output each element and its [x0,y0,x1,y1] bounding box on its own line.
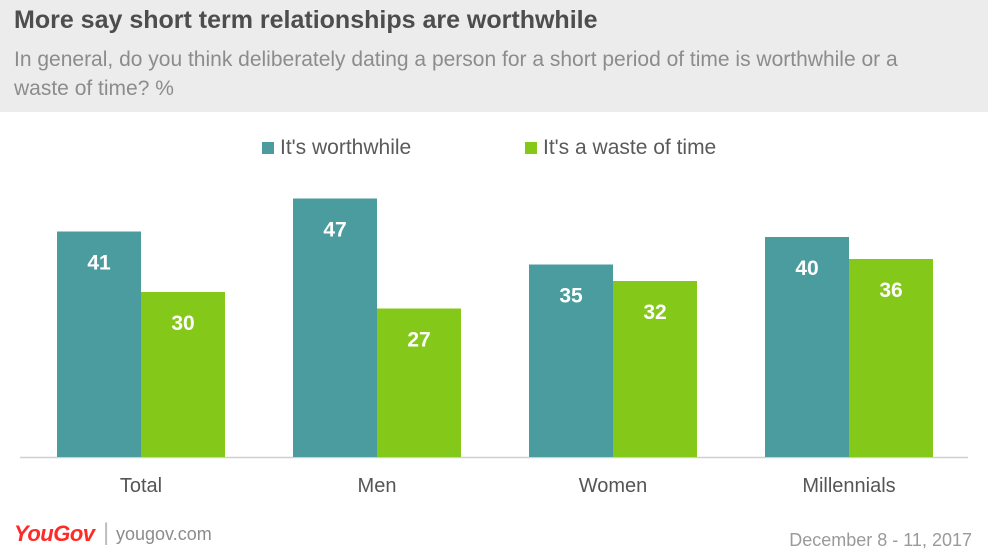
bar-waste-men [377,308,461,457]
bar-waste-women [613,281,697,457]
data-label-waste-men: 27 [407,329,430,352]
data-label-waste-women: 32 [643,301,666,324]
data-label-waste-total: 30 [171,312,194,335]
data-label-worthwhile-women: 35 [559,285,583,308]
legend-label-worthwhile: It's worthwhile [280,136,412,159]
legend-swatch-waste [525,142,537,154]
category-label-total: Total [120,475,162,497]
category-label-women: Women [579,475,648,497]
chart-subtitle: In general, do you think deliberately da… [14,48,898,100]
bar-worthwhile-men [293,198,377,457]
chart-title: More say short term relationships are wo… [14,6,598,34]
data-label-worthwhile-total: 41 [87,252,111,275]
legend-label-waste: It's a waste of time [543,136,717,159]
footer-separator: | [103,519,110,546]
legend-item-waste: It's a waste of time [525,136,716,160]
header-panel: More say short term relationships are wo… [0,0,988,112]
bar-waste-total [141,292,225,457]
data-label-worthwhile-men: 47 [323,219,346,242]
yougov-logo: YouGov [14,521,95,546]
bar-worthwhile-total [57,231,141,457]
category-label-men: Men [358,475,397,497]
bar-worthwhile-millennials [765,237,849,457]
data-label-worthwhile-millennials: 40 [795,257,818,280]
legend-swatch-worthwhile [262,142,274,154]
legend-item-worthwhile: It's worthwhile [262,136,411,160]
category-label-millennials: Millennials [802,475,895,497]
footer-url[interactable]: yougov.com [116,524,212,544]
bar-waste-millennials [849,259,933,457]
footer-date: December 8 - 11, 2017 [789,530,972,550]
bar-worthwhile-women [529,264,613,457]
data-label-waste-millennials: 36 [879,279,902,302]
